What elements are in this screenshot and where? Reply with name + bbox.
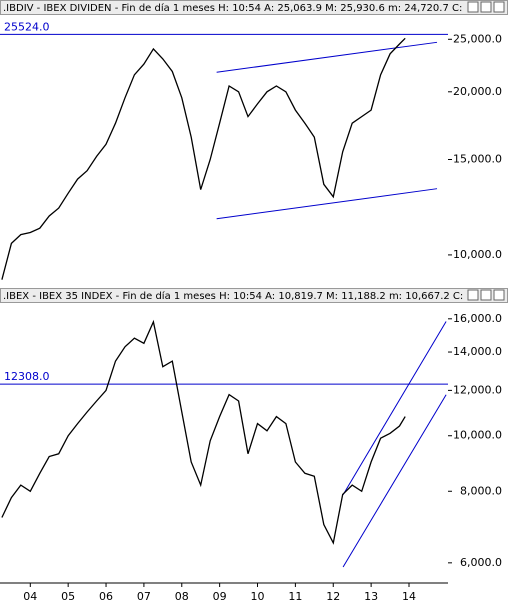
y-tick-label: 15,000.0 bbox=[453, 152, 502, 165]
panel-title: .IBEX - IBEX 35 INDEX - Fin de día 1 mes… bbox=[3, 290, 463, 302]
y-tick-label: 6,000.0 bbox=[460, 556, 502, 569]
x-tick-label: 08 bbox=[175, 590, 189, 603]
x-tick-label: 05 bbox=[61, 590, 75, 603]
x-tick-label: 10 bbox=[251, 590, 265, 603]
window-button bbox=[480, 1, 492, 13]
y-tick-label: 20,000.0 bbox=[453, 85, 502, 98]
window-button bbox=[493, 1, 505, 13]
y-tick-label: 8,000.0 bbox=[460, 484, 502, 497]
window-button bbox=[467, 289, 479, 301]
window-button bbox=[493, 289, 505, 301]
y-tick-label: 16,000.0 bbox=[453, 312, 502, 325]
price-line bbox=[1, 37, 406, 280]
price-line bbox=[1, 319, 406, 545]
window-button bbox=[480, 289, 492, 301]
horizontal-line-label: 25524.0 bbox=[4, 20, 50, 33]
x-tick-label: 13 bbox=[364, 590, 378, 603]
y-tick-label: 12,000.0 bbox=[453, 383, 502, 396]
trend-line bbox=[216, 188, 438, 220]
x-tick-label: 11 bbox=[288, 590, 302, 603]
y-tick-label: 25,000.0 bbox=[453, 32, 502, 45]
trend-line bbox=[216, 41, 438, 73]
window-button bbox=[467, 1, 479, 13]
panel-title: .IBDIV - IBEX DIVIDEN - Fin de día 1 mes… bbox=[3, 2, 462, 14]
y-tick-label: 10,000.0 bbox=[453, 248, 502, 261]
x-tick-label: 09 bbox=[213, 590, 227, 603]
x-tick-label: 07 bbox=[137, 590, 151, 603]
x-tick-label: 12 bbox=[326, 590, 340, 603]
horizontal-line-label: 12308.0 bbox=[4, 370, 50, 383]
trend-line bbox=[342, 321, 447, 495]
y-tick-label: 14,000.0 bbox=[453, 345, 502, 358]
x-tick-label: 14 bbox=[402, 590, 416, 603]
trend-line bbox=[342, 394, 447, 568]
x-tick-label: 06 bbox=[99, 590, 113, 603]
y-tick-label: 10,000.0 bbox=[453, 429, 502, 442]
x-tick-label: 04 bbox=[23, 590, 37, 603]
